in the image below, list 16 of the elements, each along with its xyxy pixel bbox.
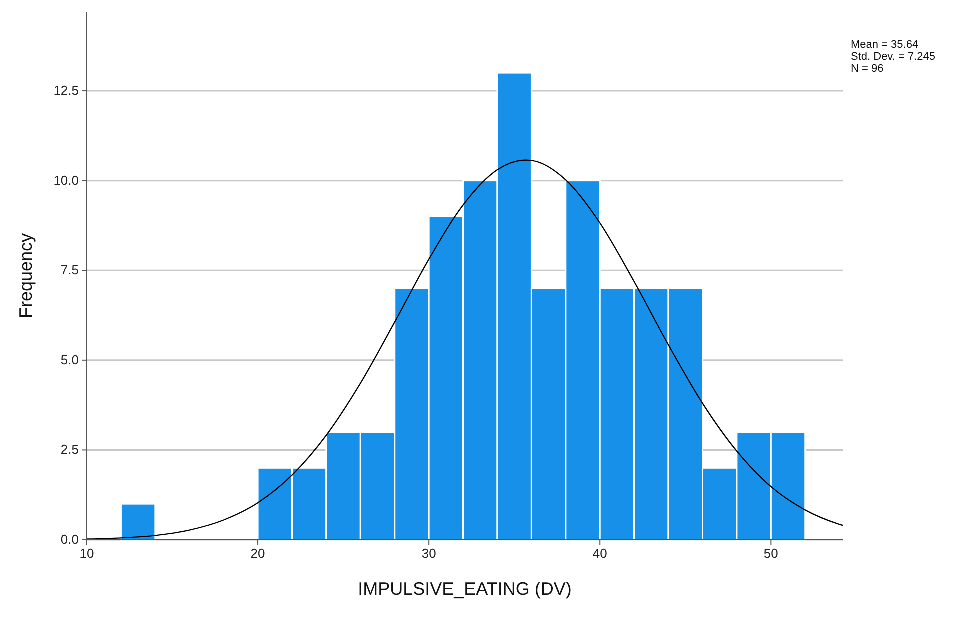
y-tick-label: 5.0 xyxy=(60,352,79,368)
text: Std. Dev. = 7.245 xyxy=(851,51,936,63)
text: Mean = 35.64 xyxy=(851,39,919,51)
x-tick-label: 50 xyxy=(764,546,778,561)
x-tick-label: 30 xyxy=(422,546,436,561)
y-tick-label: 0.0 xyxy=(60,532,79,547)
y-tick-label: 12.5 xyxy=(54,83,79,98)
y-tick-label: 7.5 xyxy=(60,262,79,278)
x-tick-label: 10 xyxy=(80,546,94,561)
y-tick-label: 2.5 xyxy=(60,442,79,458)
x-tick-label: 20 xyxy=(250,546,266,561)
x-tick-label: 40 xyxy=(592,546,608,561)
y-tick-label: 10.0 xyxy=(54,172,79,188)
y-axis-title: Frequency xyxy=(16,233,36,319)
x-axis-title: IMPULSIVE_EATING (DV) xyxy=(358,579,572,599)
text: N = 96 xyxy=(851,63,884,75)
